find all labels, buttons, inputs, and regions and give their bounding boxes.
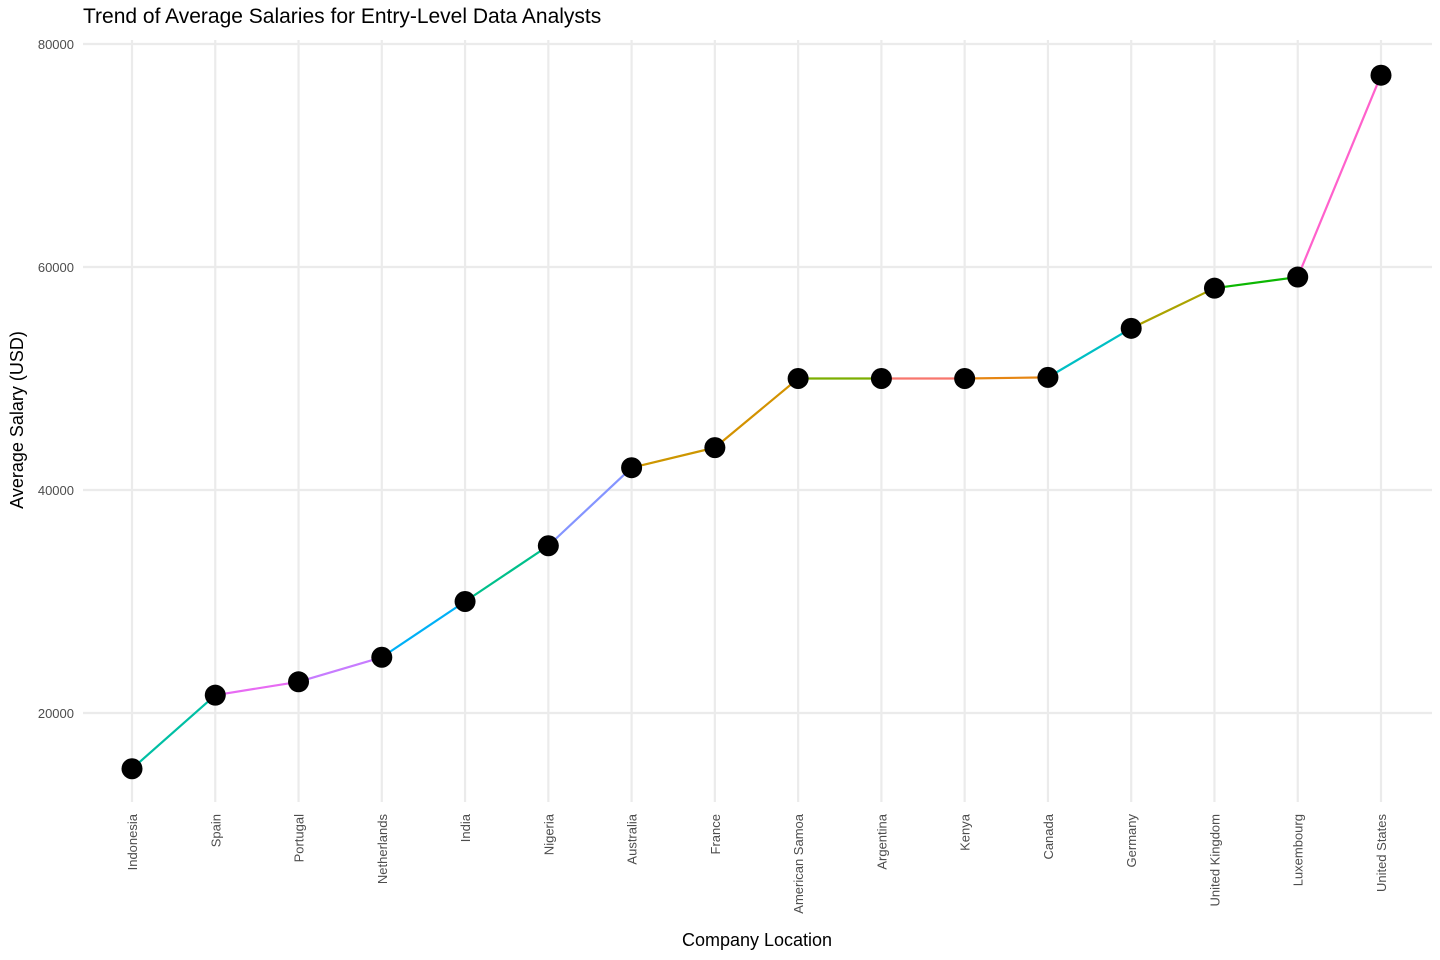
series-segment (547, 466, 633, 547)
series-lines (131, 74, 1383, 770)
series-segment (1047, 327, 1132, 379)
chart-title: Trend of Average Salaries for Entry-Leve… (83, 5, 602, 28)
x-tick-label: American Samoa (791, 813, 806, 913)
x-tick-label: United Kingdom (1207, 814, 1222, 907)
data-point (787, 368, 809, 389)
x-tick-label: Indonesia (125, 813, 140, 870)
x-axis-title: Company Location (682, 930, 832, 950)
y-tick-label: 60000 (38, 260, 74, 275)
data-point (1120, 317, 1142, 339)
data-point (1037, 366, 1059, 388)
data-point (621, 457, 643, 479)
x-tick-label: Argentina (874, 813, 889, 869)
x-tick-label: Netherlands (375, 814, 390, 885)
series-points (121, 64, 1392, 780)
series-segment (631, 446, 716, 469)
x-tick-label: United States (1374, 814, 1389, 893)
series-segment (964, 376, 1048, 380)
data-point (1287, 266, 1309, 288)
series-segment (298, 656, 383, 683)
x-tick-label: Nigeria (541, 813, 556, 855)
data-point (121, 758, 143, 780)
data-point (371, 646, 393, 668)
data-point (288, 671, 310, 693)
data-point (1203, 277, 1225, 299)
x-tick-label: Australia (625, 813, 640, 864)
x-tick-label: Portugal (292, 814, 307, 863)
data-point (204, 684, 226, 706)
y-axis-title: Average Salary (USD) (7, 331, 27, 509)
data-point (454, 591, 476, 612)
series-segment (131, 694, 216, 770)
x-tick-label: Canada (1041, 813, 1056, 859)
series-segment (1214, 275, 1298, 290)
y-tick-label: 20000 (38, 706, 74, 721)
x-tick-label: France (708, 814, 723, 854)
grid (83, 40, 1432, 802)
series-segment (1130, 287, 1215, 330)
data-point (870, 368, 892, 389)
data-point (954, 368, 976, 389)
y-tick-label: 40000 (38, 483, 74, 498)
x-tick-label: India (458, 813, 473, 842)
x-tick-label: Kenya (958, 813, 973, 851)
y-tick-label: 80000 (38, 37, 74, 52)
y-axis-ticks: 20000 40000 60000 80000 (38, 37, 74, 721)
series-segment (464, 544, 549, 603)
x-tick-label: Luxembourg (1291, 814, 1306, 886)
data-point (1370, 64, 1392, 86)
series-segment (714, 377, 799, 449)
data-point (704, 437, 726, 459)
x-tick-label: Germany (1124, 814, 1139, 868)
data-point (537, 535, 559, 557)
series-segment (215, 680, 299, 697)
x-tick-label: Spain (208, 814, 223, 847)
series-segment (381, 600, 466, 659)
series-segment (1296, 74, 1383, 278)
x-axis-ticks: Indonesia Spain Portugal Netherlands India Ni… (125, 813, 1389, 913)
